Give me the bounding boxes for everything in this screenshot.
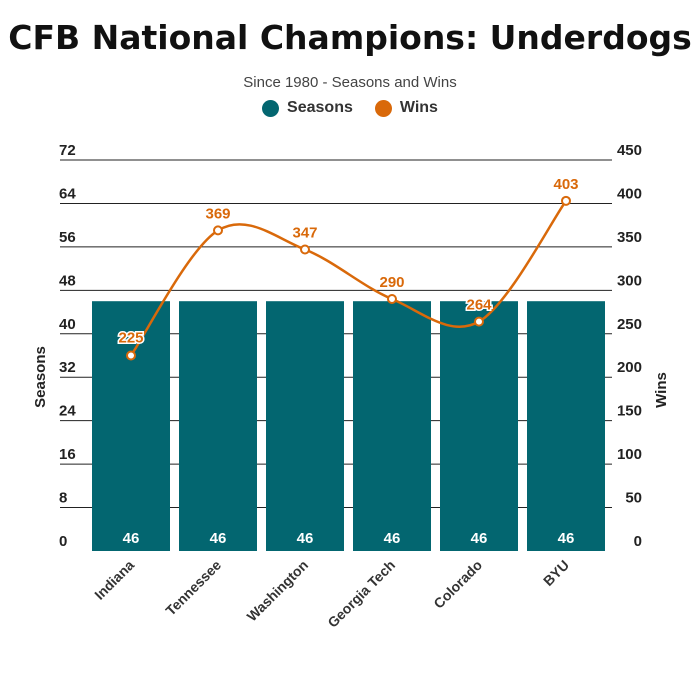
y-right-tick-label: 150	[617, 403, 642, 420]
bar-seasons	[353, 301, 431, 551]
chart-title: CFB National Champions: Underdogs	[8, 18, 692, 57]
wins-point	[213, 225, 223, 236]
y-right-tick-label: 50	[625, 490, 642, 507]
y-left-tick-label: 40	[59, 316, 76, 333]
x-category-label: Washington	[244, 557, 312, 625]
bar-value-label: 46	[471, 530, 488, 547]
y-left-tick-label: 16	[59, 446, 76, 463]
x-category-label: Colorado	[430, 557, 485, 612]
wins-value-label: 290	[379, 274, 404, 291]
y-left-tick-label: 8	[59, 490, 67, 507]
y-left-tick-label: 32	[59, 359, 76, 376]
bars-seasons	[92, 301, 605, 551]
y-left-tick-label: 72	[59, 142, 76, 159]
x-category-label: Georgia Tech	[324, 557, 398, 631]
bar-seasons	[440, 301, 518, 551]
wins-value-label: 264	[466, 297, 492, 314]
line-wins	[126, 195, 571, 361]
y-right-tick-label: 250	[617, 316, 642, 333]
bar-value-label: 46	[558, 530, 575, 547]
wins-value-label: 225	[118, 330, 143, 347]
wins-value-label: 403	[553, 176, 578, 193]
wins-value-label: 347	[292, 224, 317, 241]
bar-seasons	[92, 301, 170, 551]
y-right-tick-label: 450	[617, 142, 642, 159]
wins-line	[129, 200, 568, 357]
y-right-tick-label: 100	[617, 446, 642, 463]
bar-value-label: 46	[384, 530, 401, 547]
y-left-tick-label: 0	[59, 533, 67, 550]
x-category-label: BYU	[540, 557, 572, 589]
bar-seasons	[266, 301, 344, 551]
bar-value-label: 46	[210, 530, 227, 547]
legend-item-seasons[interactable]: Seasons	[262, 99, 353, 117]
x-category-label: Indiana	[91, 557, 137, 603]
y-left-tick-label: 56	[59, 229, 76, 246]
data-labels: 46 46 46 46 46 46 225 369 347 290 264 403	[117, 174, 580, 547]
wins-point	[126, 350, 136, 361]
y-right-tick-label: 200	[617, 359, 642, 376]
bar-value-label: 46	[123, 530, 140, 547]
legend-label-wins: Wins	[399, 99, 438, 116]
legend-label-seasons: Seasons	[287, 99, 353, 116]
legend-swatch-seasons	[262, 99, 280, 117]
y-left-tick-label: 64	[59, 185, 76, 202]
y-right-tick-label: 0	[634, 533, 642, 550]
y-right-tick-label: 400	[617, 185, 642, 202]
y-left-tick-label: 24	[59, 403, 76, 420]
x-category-label: Tennessee	[162, 557, 224, 619]
bar-value-label: 46	[297, 530, 314, 547]
y-right-tick-label: 300	[617, 272, 642, 289]
y-left-axis-title: Seasons	[32, 346, 49, 408]
wins-point	[387, 294, 397, 305]
legend-item-wins[interactable]: Wins	[374, 99, 438, 117]
wins-point	[474, 316, 484, 327]
legend-swatch-wins	[374, 99, 392, 117]
y-right-axis-title: Wins	[653, 372, 670, 408]
wins-value-label: 369	[205, 205, 230, 222]
wins-point	[300, 244, 310, 255]
bar-seasons	[527, 301, 605, 551]
y-left-tick-label: 48	[59, 272, 76, 289]
bar-seasons	[179, 301, 257, 551]
wins-point	[561, 195, 571, 206]
chart-subtitle: Since 1980 - Seasons and Wins	[243, 74, 457, 91]
y-right-tick-label: 350	[617, 229, 642, 246]
chart-legend: Seasons Wins	[0, 99, 700, 117]
